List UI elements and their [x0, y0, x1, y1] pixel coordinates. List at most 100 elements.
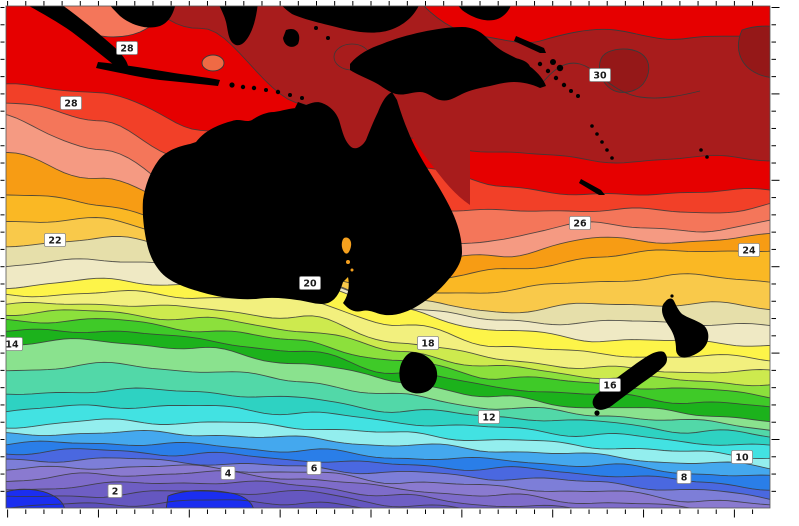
- island-dot: [251, 85, 257, 91]
- contour-label: 6: [306, 461, 322, 475]
- island-dot: [594, 410, 600, 416]
- contour-line-5: [6, 464, 770, 506]
- contour-label: 2: [107, 484, 123, 498]
- spencer-gulf-warm-water: [341, 237, 352, 254]
- landmass-seram: [283, 28, 300, 47]
- contour-label-value: 14: [5, 340, 19, 351]
- landmass-halmahera-group: [282, 6, 419, 33]
- island-dot: [595, 132, 599, 136]
- island-dot: [537, 61, 543, 67]
- coral-sea-dark-water: [400, 113, 470, 205]
- contour-line-2: [6, 490, 462, 508]
- landmass-java: [96, 62, 220, 86]
- island-dot: [670, 294, 674, 298]
- landmass-new-ireland: [514, 36, 546, 53]
- contour-label-value: 28: [64, 99, 78, 110]
- contour-label: 12: [478, 410, 500, 424]
- island-dot: [314, 26, 318, 30]
- island-dot: [605, 148, 609, 152]
- contour-line-1: [6, 499, 366, 508]
- contour-label: 30: [589, 68, 611, 82]
- contour-line-12: [6, 387, 770, 438]
- island-dot: [545, 68, 551, 74]
- contour-label: 10: [731, 450, 753, 464]
- contour-label-value: 18: [421, 339, 435, 350]
- contour-line-13: [6, 361, 770, 431]
- contour-label-box: [676, 470, 692, 484]
- warm-ringlet: [201, 54, 225, 72]
- contour-label: 26: [569, 216, 591, 230]
- contour-label: 16: [599, 378, 621, 392]
- island-dot: [288, 93, 292, 97]
- landmass-new-britain: [490, 57, 531, 72]
- landmass-borneo-south: [110, 6, 176, 28]
- island-dot: [561, 82, 567, 88]
- island-dot: [326, 36, 330, 40]
- island-dot: [229, 82, 235, 88]
- contour-label-box: [306, 461, 322, 475]
- landmass-sumatra: [29, 6, 128, 68]
- contour-label-value: 20: [303, 279, 317, 290]
- island-dot: [569, 89, 573, 93]
- contour-label-value: 30: [593, 71, 607, 82]
- contour-label: 28: [116, 41, 138, 55]
- contour-line-18: [6, 302, 770, 374]
- island-dot: [315, 113, 321, 119]
- contour-label-box: [60, 96, 82, 110]
- landmass-australia: [142, 92, 462, 316]
- maroon-30-cell: [599, 48, 650, 93]
- contour-label: 28: [60, 96, 82, 110]
- contour-line-6: [6, 457, 770, 500]
- contour-label-box: [599, 378, 621, 392]
- contour-label-box: [569, 216, 591, 230]
- contour-label-value: 22: [48, 236, 61, 247]
- island-dot: [300, 96, 304, 100]
- contour-line-3: [6, 480, 575, 508]
- contour-label-value: 6: [311, 464, 318, 475]
- landmass-sulawesi: [219, 6, 258, 46]
- landmass-bismarck-islands: [458, 6, 511, 21]
- contour-line-7: [6, 448, 770, 491]
- contour-label-box: [731, 450, 753, 464]
- island-dot: [699, 148, 703, 152]
- contour-label-box: [220, 466, 236, 480]
- contour-label-value: 24: [742, 246, 756, 257]
- contour-line-14: [6, 338, 770, 422]
- contour-label-box: [107, 484, 123, 498]
- contour-label-value: 4: [225, 469, 232, 480]
- contour-label-box: [6, 337, 23, 351]
- landmasses: [29, 6, 709, 416]
- island-dot: [590, 124, 594, 128]
- landmass-nz-south-island: [592, 351, 667, 410]
- landmass-new-guinea: [350, 27, 546, 101]
- contour-label-value: 26: [573, 219, 587, 230]
- island-dot: [705, 155, 709, 159]
- contour-label: 4: [220, 466, 236, 480]
- contour-label: 14: [5, 337, 23, 351]
- island-dot: [576, 94, 580, 98]
- contour-label-value: 8: [681, 473, 688, 484]
- contour-label-box: [417, 336, 439, 350]
- contour-line-9: [6, 429, 770, 470]
- contour-label-box: [116, 41, 138, 55]
- contour-label-value: 28: [120, 44, 134, 55]
- island-dot: [264, 88, 268, 92]
- maroon-30-cell: [738, 25, 770, 78]
- contour-label: 22: [44, 233, 66, 247]
- island-dot: [553, 75, 559, 81]
- contour-label-box: [299, 276, 321, 290]
- contour-label-box: [738, 243, 760, 257]
- contour-line-4: [6, 470, 693, 508]
- island-dot: [610, 156, 614, 160]
- contour-label-value: 16: [603, 381, 617, 392]
- gulf-warm-dot: [350, 268, 354, 272]
- contour-label: 18: [417, 336, 439, 350]
- contour-label: 24: [738, 243, 760, 257]
- island-dot: [240, 84, 246, 90]
- contour-line-10: [6, 418, 770, 460]
- island-dot: [556, 64, 564, 72]
- contour-line-17: [6, 309, 770, 387]
- island-dot: [550, 59, 556, 65]
- landmass-nz-north-island: [662, 298, 709, 358]
